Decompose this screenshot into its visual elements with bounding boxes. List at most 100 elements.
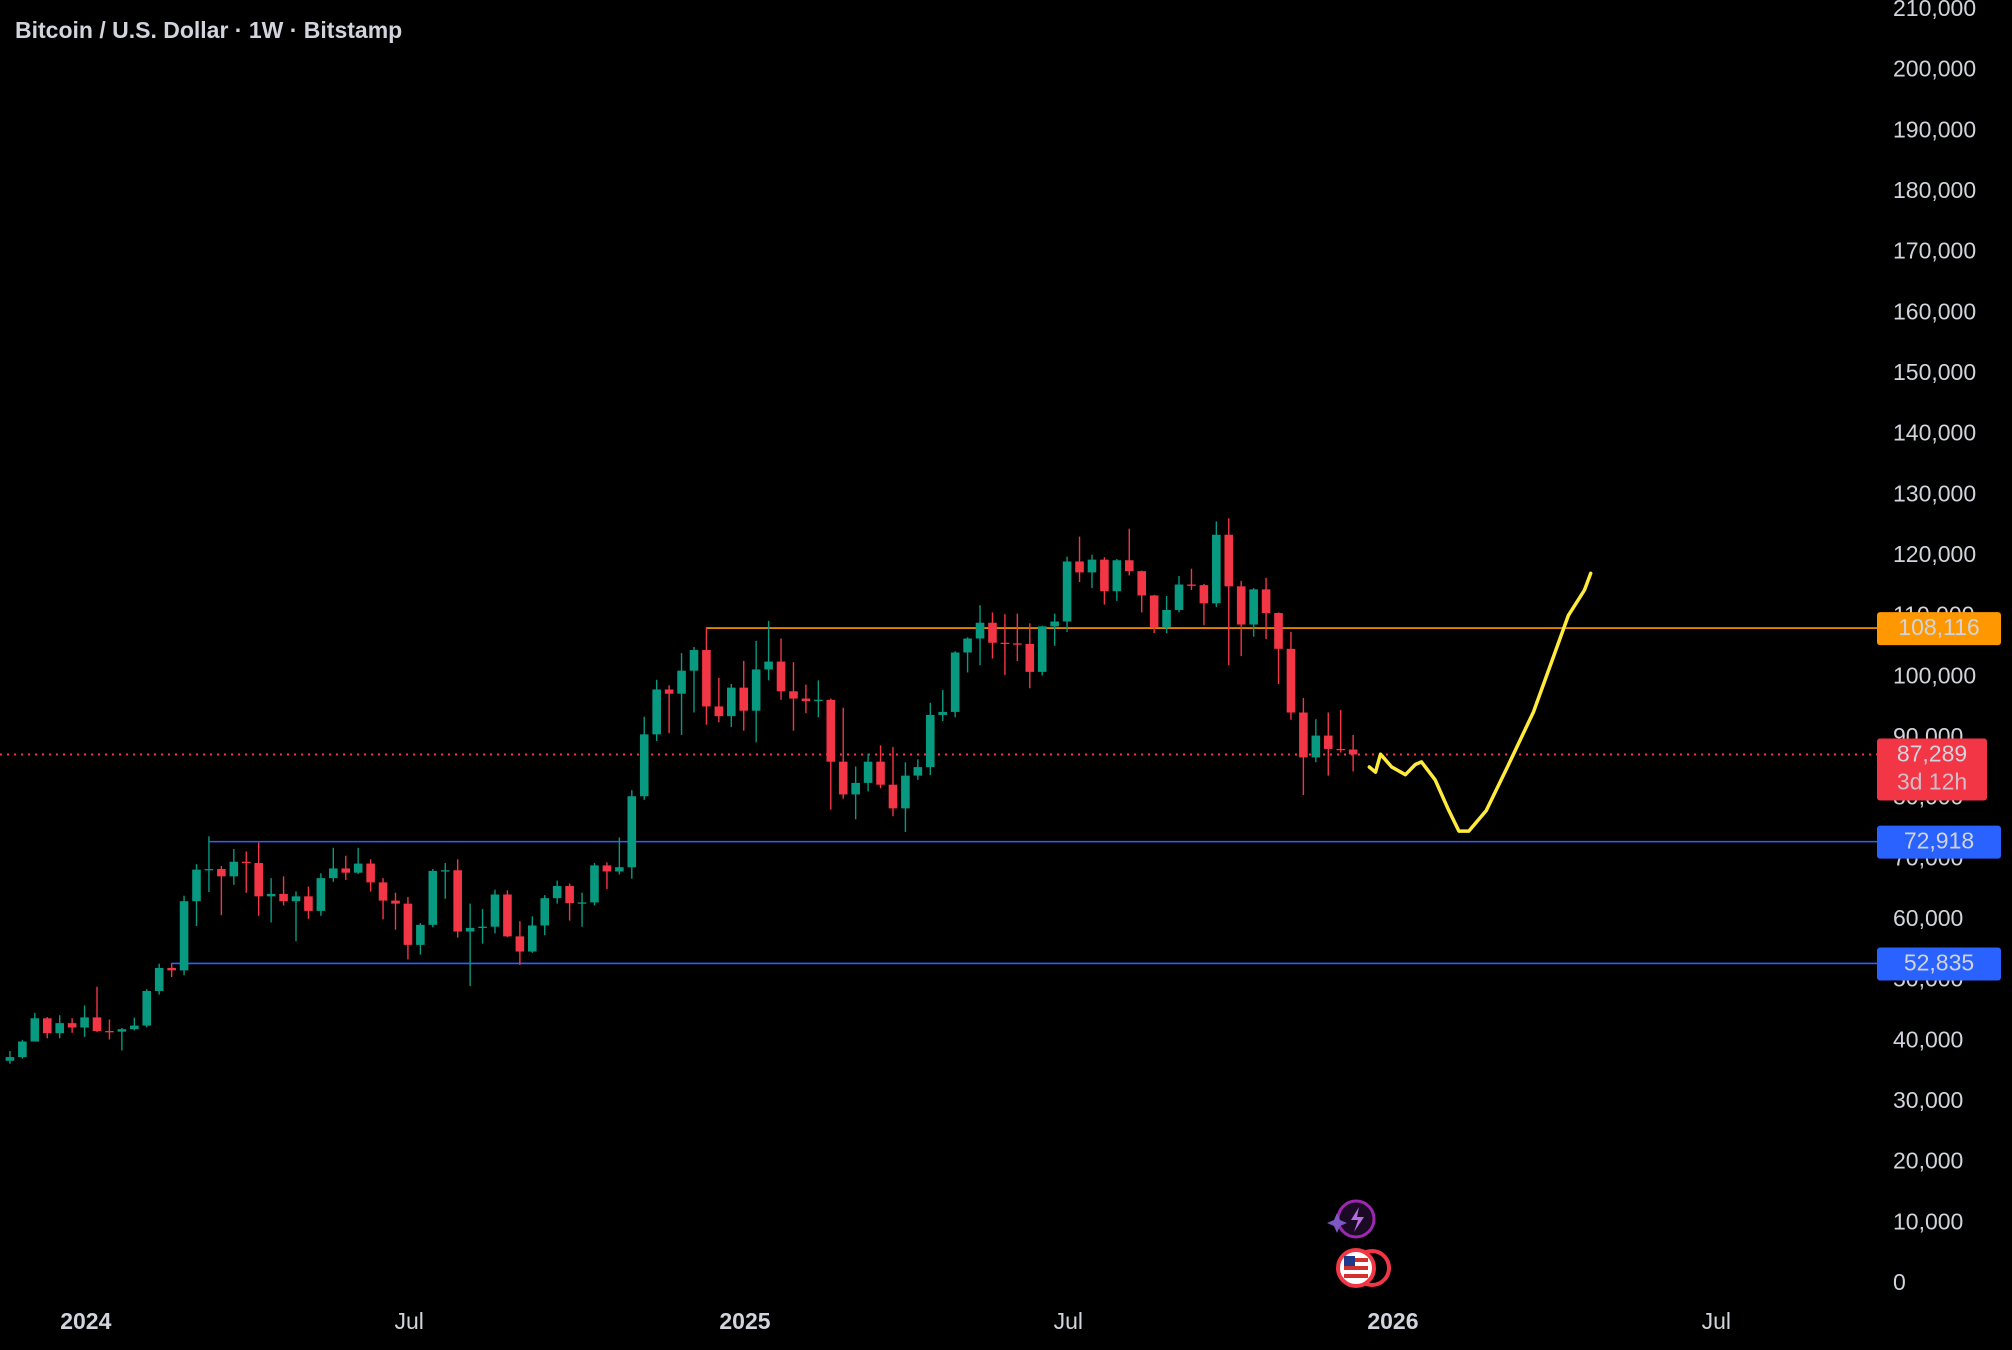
candle-body <box>465 927 475 932</box>
candle-body <box>1162 609 1171 627</box>
candle-body <box>1199 585 1209 604</box>
candle-body <box>1236 586 1246 625</box>
candle-body <box>975 622 985 639</box>
candle-body <box>913 767 923 776</box>
candle-body <box>1286 648 1296 713</box>
y-tick-label: 0 <box>1893 1269 1906 1295</box>
candle-body <box>627 796 637 868</box>
candle-body <box>876 761 885 785</box>
candle-body <box>1174 584 1184 610</box>
candle-body <box>814 699 823 702</box>
candle-body <box>1261 589 1271 614</box>
y-tick-label: 60,000 <box>1893 905 1963 931</box>
y-tick-label: 20,000 <box>1893 1148 1963 1174</box>
candle-body <box>540 898 550 926</box>
candle-body <box>565 886 574 904</box>
candle-body <box>1075 561 1084 573</box>
y-tick-label: 120,000 <box>1893 541 1976 567</box>
candle-body <box>42 1018 52 1034</box>
candle-body <box>204 869 214 871</box>
projection-line <box>1367 571 1593 833</box>
x-tick-label: 2025 <box>719 1308 770 1334</box>
last-price-label: 87,289 <box>1897 741 1967 767</box>
candle-body <box>67 1023 77 1028</box>
candle-body <box>391 900 400 904</box>
candle-body <box>428 870 438 925</box>
candle-body <box>714 706 724 717</box>
candle-body <box>1050 621 1059 627</box>
candle-body <box>1336 748 1345 751</box>
candle-body <box>1348 749 1358 755</box>
candle-body <box>18 1041 27 1058</box>
candle-body <box>304 896 313 911</box>
candle-body <box>5 1057 15 1061</box>
candle-body <box>528 925 537 952</box>
candle-body <box>341 868 351 873</box>
candle-body <box>552 886 562 899</box>
level-label: 72,918 <box>1904 828 1974 854</box>
candle-body <box>851 782 860 795</box>
chart-title: Bitcoin / U.S. Dollar · 1W · Bitstamp <box>15 17 402 43</box>
flag-stripe <box>1344 1274 1368 1278</box>
candle-body <box>739 687 749 711</box>
y-tick-label: 200,000 <box>1893 56 1976 82</box>
level-label-box <box>1877 612 2001 646</box>
candle-body <box>453 870 462 932</box>
event-icons <box>1327 1199 1391 1288</box>
candle-body <box>92 1017 102 1032</box>
candle-body <box>925 714 935 768</box>
candle-body <box>615 867 624 872</box>
candle-body <box>154 967 164 991</box>
candle-body <box>229 861 239 877</box>
candle-body <box>130 1025 139 1030</box>
x-tick-label: Jul <box>394 1308 423 1334</box>
y-tick-label: 160,000 <box>1893 298 1976 324</box>
candle-body <box>751 669 761 711</box>
candle-body <box>801 698 811 701</box>
candle-body <box>1274 613 1283 649</box>
candle-body <box>30 1018 40 1042</box>
y-tick-label: 180,000 <box>1893 177 1976 203</box>
candle-body <box>664 689 674 694</box>
candle-body <box>117 1029 127 1032</box>
y-tick-label: 30,000 <box>1893 1087 1963 1113</box>
candle-body <box>1062 561 1072 622</box>
candle-body <box>764 661 773 670</box>
candle-body <box>1187 584 1196 586</box>
candle-body <box>316 878 326 911</box>
flag-stripe <box>1344 1258 1368 1262</box>
last-price-box <box>1877 738 1987 801</box>
y-tick-label: 190,000 <box>1893 116 1976 142</box>
candle-body <box>639 734 649 797</box>
y-tick-label: 40,000 <box>1893 1026 1963 1052</box>
candle-body <box>1311 735 1321 758</box>
candle-body <box>789 691 798 699</box>
y-tick-label: 210,000 <box>1893 0 1976 21</box>
candle-body <box>254 862 263 897</box>
candle-body <box>677 670 686 694</box>
y-tick-label: 100,000 <box>1893 662 1976 688</box>
candle-body <box>702 650 711 707</box>
candle-body <box>938 711 948 715</box>
candle-body <box>478 926 487 928</box>
candle-body <box>1323 735 1333 749</box>
candle-body <box>577 902 587 904</box>
x-tick-label: Jul <box>1702 1308 1731 1334</box>
candle-body <box>179 901 189 971</box>
candle-body <box>279 893 288 902</box>
candle-body <box>416 924 425 945</box>
event-icon-glyph <box>1351 1207 1364 1232</box>
candle-body <box>963 638 972 653</box>
event-icon-glyph <box>1327 1213 1347 1233</box>
flag-stripe <box>1344 1266 1368 1270</box>
candle-body <box>1087 559 1097 573</box>
candle-body <box>1224 534 1234 587</box>
candle-body <box>776 661 786 692</box>
candle-body <box>726 687 736 717</box>
candle-body <box>378 882 388 901</box>
y-tick-label: 130,000 <box>1893 480 1976 506</box>
candle-body <box>490 894 500 927</box>
candle-body <box>1112 560 1122 592</box>
